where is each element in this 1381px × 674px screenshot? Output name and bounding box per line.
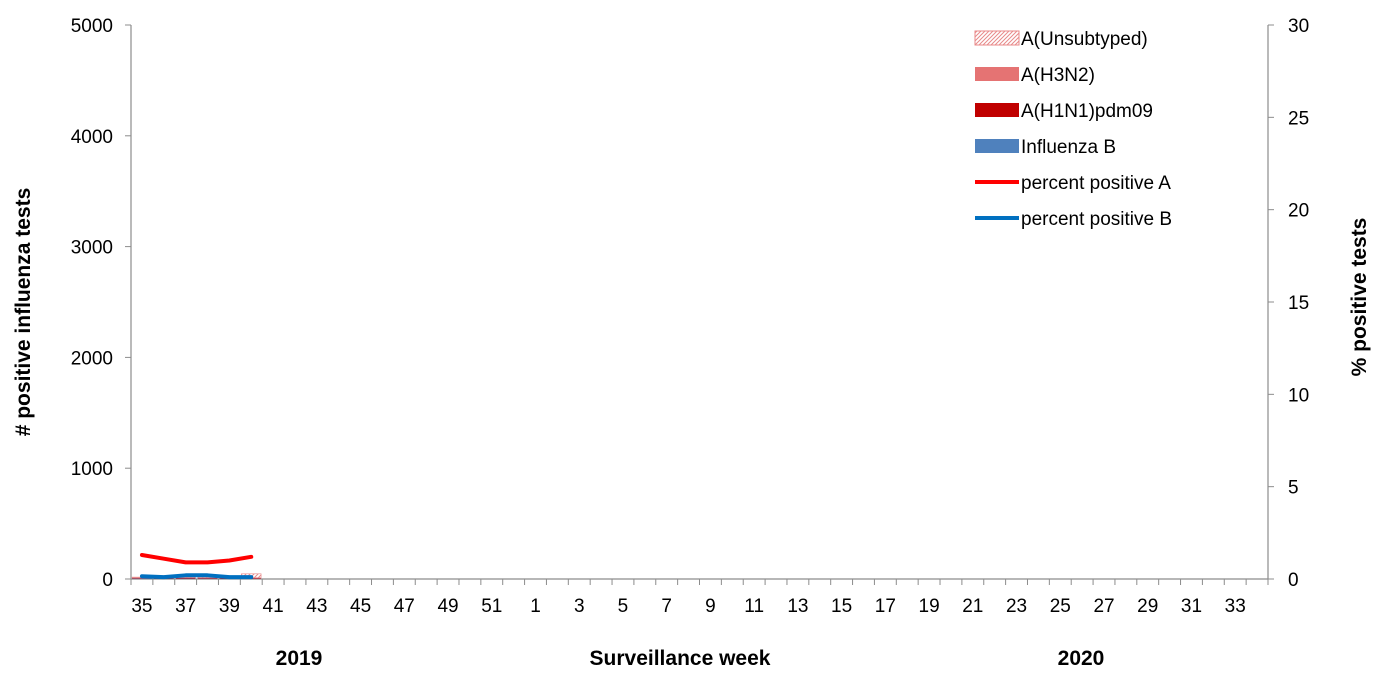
legend-label-percent-positive-a: percent positive A: [1021, 173, 1171, 194]
x-tick-label: 17: [875, 596, 896, 617]
y-tick-label-right: 5: [1288, 478, 1299, 499]
year-label: 2019: [276, 647, 323, 669]
y-tick-label-left: 1000: [71, 459, 113, 480]
y-tick-label-right: 20: [1288, 201, 1309, 222]
bar-a-h1n1-pdm09: [197, 578, 218, 579]
x-tick-label: 9: [705, 596, 716, 617]
x-tick-label: 5: [618, 596, 629, 617]
x-axis-title: Surveillance week: [590, 647, 771, 669]
legend-swatch-influenza-b: [975, 139, 1019, 153]
bar-a-h3n2-: [175, 577, 196, 579]
x-tick-label: 49: [437, 596, 458, 617]
legend-label-percent-positive-b: percent positive B: [1021, 209, 1172, 230]
x-tick-label: 51: [481, 596, 502, 617]
line-percent-positive-b: [139, 573, 254, 580]
y-tick-label-right: 15: [1288, 293, 1309, 314]
x-tick-label: 29: [1137, 596, 1158, 617]
x-tick-label: 15: [831, 596, 852, 617]
y-tick-label-right: 10: [1288, 385, 1309, 406]
x-tick-label: 45: [350, 596, 371, 617]
y-tick-label-left: 5000: [71, 16, 113, 37]
x-tick-label: 13: [787, 596, 808, 617]
legend-label-a-h1n1-pdm09: A(H1N1)pdm09: [1021, 101, 1153, 122]
x-tick-label: 23: [1006, 596, 1027, 617]
x-tick-label: 35: [131, 596, 152, 617]
legend-swatch-a-h3n2-: [975, 67, 1019, 81]
bar-a-h1n1-pdm09: [132, 578, 152, 579]
x-tick-label: 11: [744, 596, 764, 617]
y-tick-label-right: 25: [1288, 108, 1309, 129]
x-tick-label: 41: [263, 596, 284, 617]
x-tick-label: 37: [175, 596, 196, 617]
x-tick-label: 21: [962, 596, 983, 617]
x-tick-label: 39: [219, 596, 240, 617]
x-tick-label: 1: [530, 596, 541, 617]
x-tick-label: 33: [1225, 596, 1246, 617]
legend-label-influenza-b: Influenza B: [1021, 137, 1116, 158]
x-tick-label: 27: [1093, 596, 1114, 617]
x-tick-label: 7: [661, 596, 672, 617]
legend-label-a-unsubtyped-: A(Unsubtyped): [1021, 29, 1148, 50]
y-axis-title-right: % positive tests: [1348, 218, 1371, 377]
x-tick-label: 19: [919, 596, 940, 617]
x-tick-label: 43: [306, 596, 327, 617]
y-tick-label-left: 2000: [71, 348, 113, 369]
legend-label-a-h3n2-: A(H3N2): [1021, 65, 1095, 86]
year-label: 2020: [1058, 647, 1105, 669]
bar-a-h1n1-pdm09: [175, 578, 196, 579]
x-tick-label: 47: [394, 596, 415, 617]
y-tick-label-right: 0: [1288, 570, 1299, 591]
y-tick-label-left: 3000: [71, 238, 113, 259]
y-tick-label-left: 0: [102, 570, 113, 591]
x-tick-label: 25: [1050, 596, 1071, 617]
legend-swatch-a-h1n1-pdm09: [975, 103, 1019, 117]
legend-swatch-a-unsubtyped-: [974, 30, 1020, 46]
y-tick-label-right: 30: [1288, 16, 1309, 37]
y-axis-title-left: # positive influenza tests: [12, 188, 35, 437]
line-percent-positive-a: [139, 552, 254, 565]
x-tick-label: 31: [1181, 596, 1202, 617]
x-tick-label: 3: [574, 596, 585, 617]
y-tick-label-left: 4000: [71, 127, 113, 148]
